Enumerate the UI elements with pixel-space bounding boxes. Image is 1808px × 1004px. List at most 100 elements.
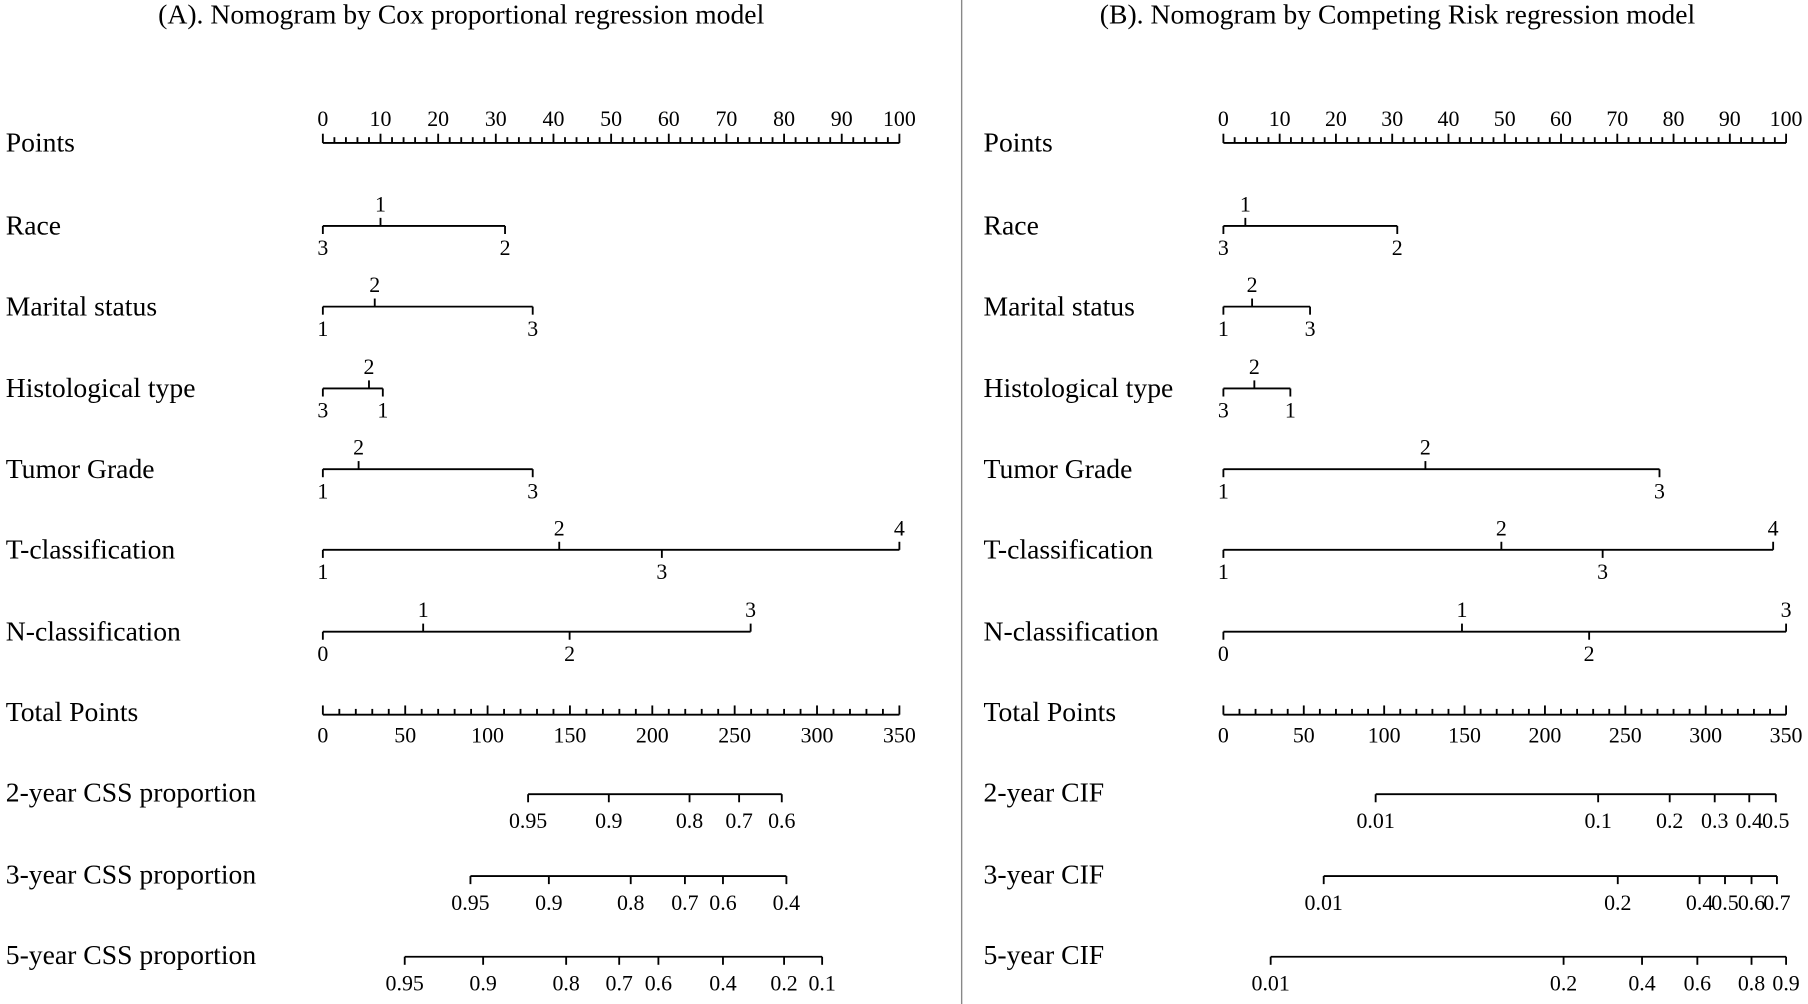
row-label: 5-year CSS proportion (6, 939, 257, 970)
tick-label: 1 (317, 478, 328, 503)
tick-label: 0.7 (606, 971, 633, 996)
tick-label: 0.3 (1701, 808, 1728, 833)
row-label: Points (984, 127, 1053, 158)
tick-label: 2 (353, 435, 364, 460)
tick-label: 1 (1218, 559, 1229, 584)
tick-label: 0.6 (709, 890, 736, 915)
row-label: T-classification (984, 533, 1154, 564)
tick-label: 3 (527, 478, 538, 503)
tick-label: 300 (801, 723, 834, 748)
tick-label: 0.8 (617, 890, 644, 915)
tick-label: 0.01 (1252, 971, 1290, 996)
tick-label: 350 (1770, 723, 1803, 748)
row-label: Total Points (984, 696, 1117, 727)
tick-label: 0.9 (1772, 971, 1799, 996)
tick-label: 0.01 (1305, 890, 1343, 915)
tick-label: 10 (1269, 106, 1291, 131)
tick-label: 0.8 (676, 808, 703, 833)
tick-label: 0.8 (1738, 971, 1765, 996)
tick-label: 3 (1218, 398, 1229, 423)
tick-label: 0.2 (770, 971, 797, 996)
tick-label: 0.6 (645, 971, 672, 996)
row-label: Tumor Grade (6, 453, 155, 484)
tick-label: 1 (1285, 398, 1296, 423)
tick-label: 0 (1218, 723, 1229, 748)
tick-label: 0.4 (709, 971, 736, 996)
tick-label: 0.4 (773, 890, 800, 915)
row-label: N-classification (6, 615, 181, 646)
row-label: Marital status (984, 290, 1135, 321)
tick-label: 3 (656, 559, 667, 584)
tick-label: 0 (317, 723, 328, 748)
tick-label: 90 (831, 106, 853, 131)
tick-label: 1 (1218, 478, 1229, 503)
tick-label: 100 (883, 106, 916, 131)
tick-label: 30 (485, 106, 507, 131)
tick-label: 0.4 (1628, 971, 1655, 996)
tick-label: 3 (1597, 559, 1608, 584)
tick-label: 0.7 (671, 890, 698, 915)
row-label: 5-year CIF (984, 939, 1105, 970)
tick-label: 0.4 (1736, 808, 1763, 833)
tick-label: 350 (883, 723, 916, 748)
tick-label: 1 (1218, 316, 1229, 341)
tick-label: 40 (1438, 106, 1460, 131)
tick-label: 80 (773, 106, 795, 131)
tick-label: 0.7 (1763, 890, 1790, 915)
tick-label: 40 (543, 106, 565, 131)
tick-label: 2 (1249, 354, 1260, 379)
tick-label: 20 (1325, 106, 1347, 131)
row-label: Histological type (984, 372, 1174, 403)
tick-label: 0.6 (1684, 971, 1711, 996)
panel-title: (A). Nomogram by Cox proportional regres… (158, 0, 764, 30)
row-label: Tumor Grade (984, 453, 1133, 484)
tick-label: 2 (1420, 435, 1431, 460)
tick-label: 200 (636, 723, 669, 748)
tick-label: 4 (894, 515, 905, 540)
tick-label: 3 (745, 597, 756, 622)
tick-label: 0.6 (1738, 890, 1765, 915)
tick-label: 3 (1305, 316, 1316, 341)
row-label: Race (6, 210, 61, 241)
tick-label: 3 (1781, 597, 1792, 622)
tick-label: 60 (658, 106, 680, 131)
tick-label: 0.2 (1656, 808, 1683, 833)
tick-label: 1 (317, 559, 328, 584)
tick-label: 1 (1457, 597, 1468, 622)
tick-label: 3 (317, 398, 328, 423)
row-label: 2-year CIF (984, 777, 1105, 808)
tick-label: 0.8 (552, 971, 579, 996)
tick-label: 3 (317, 235, 328, 260)
tick-label: 1 (375, 191, 386, 216)
row-label: Points (6, 127, 75, 158)
tick-label: 0.4 (1686, 890, 1713, 915)
tick-label: 250 (718, 723, 751, 748)
panel-title: (B). Nomogram by Competing Risk regressi… (1100, 0, 1696, 30)
tick-label: 0.95 (386, 971, 424, 996)
tick-label: 90 (1719, 106, 1741, 131)
tick-label: 0 (317, 106, 328, 131)
tick-label: 0.5 (1762, 808, 1789, 833)
tick-label: 0.7 (725, 808, 752, 833)
tick-label: 80 (1663, 106, 1685, 131)
tick-label: 2 (564, 641, 575, 666)
tick-label: 0.5 (1711, 890, 1738, 915)
tick-label: 2 (1496, 515, 1507, 540)
row-label: Marital status (6, 290, 157, 321)
tick-label: 60 (1550, 106, 1572, 131)
tick-label: 2 (1584, 641, 1595, 666)
tick-label: 2 (554, 515, 565, 540)
tick-label: 0.9 (469, 971, 496, 996)
tick-label: 3 (1654, 478, 1665, 503)
tick-label: 50 (1494, 106, 1516, 131)
tick-label: 100 (1368, 723, 1401, 748)
tick-label: 0.1 (1584, 808, 1611, 833)
tick-label: 2 (364, 354, 375, 379)
tick-label: 100 (471, 723, 504, 748)
tick-label: 50 (394, 723, 416, 748)
tick-label: 70 (1606, 106, 1628, 131)
row-label: Histological type (6, 372, 196, 403)
tick-label: 1 (1240, 191, 1251, 216)
tick-label: 2 (1392, 235, 1403, 260)
